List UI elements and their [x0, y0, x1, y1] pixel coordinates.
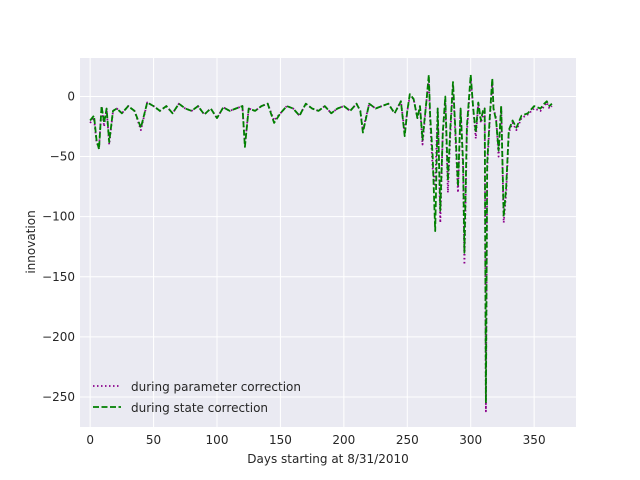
y-tick-label: −150: [42, 270, 75, 284]
x-axis-label: Days starting at 8/31/2010: [247, 452, 408, 466]
y-tick-label: −200: [42, 330, 75, 344]
y-axis-label: innovation: [24, 210, 38, 273]
series-layer: [89, 73, 553, 413]
x-tick-label: 250: [396, 433, 419, 447]
plot-background: [80, 58, 576, 427]
y-tick-label: −100: [42, 210, 75, 224]
legend-label-state: during state correction: [131, 401, 268, 415]
x-tick-label: 200: [332, 433, 355, 447]
x-tick-label: 0: [86, 433, 94, 447]
x-tick-label: 100: [206, 433, 229, 447]
series-line-state-correction: [89, 73, 553, 404]
x-tick-label: 50: [146, 433, 161, 447]
x-tick-label: 300: [459, 433, 482, 447]
y-tick-label: −250: [42, 390, 75, 404]
legend: during parameter correction during state…: [93, 380, 301, 415]
x-tick-label: 150: [269, 433, 292, 447]
y-tick-label: −50: [50, 150, 75, 164]
ticks: 0 50 100 150 200 250 300 350 0 −50 −100 −150 −200 −25…: [42, 89, 546, 447]
y-tick-label: 0: [67, 89, 75, 103]
x-tick-label: 350: [523, 433, 546, 447]
grid: [80, 58, 576, 427]
legend-label-parameter: during parameter correction: [131, 380, 301, 394]
